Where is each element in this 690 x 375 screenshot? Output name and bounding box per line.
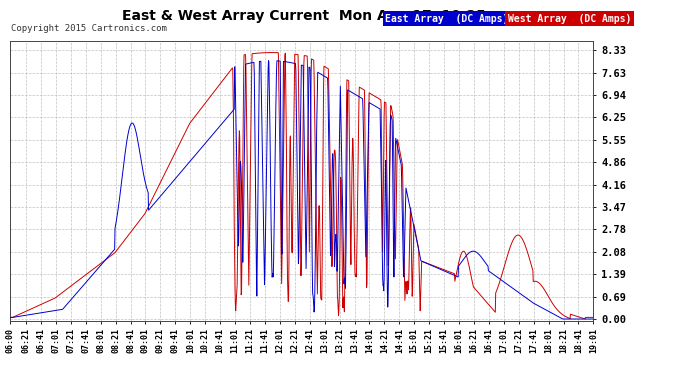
Text: East & West Array Current  Mon Aug 17  19:25: East & West Array Current Mon Aug 17 19:… [121, 9, 486, 23]
Text: East Array  (DC Amps): East Array (DC Amps) [385, 14, 509, 24]
Text: West Array  (DC Amps): West Array (DC Amps) [508, 14, 631, 24]
Text: Copyright 2015 Cartronics.com: Copyright 2015 Cartronics.com [11, 24, 167, 33]
